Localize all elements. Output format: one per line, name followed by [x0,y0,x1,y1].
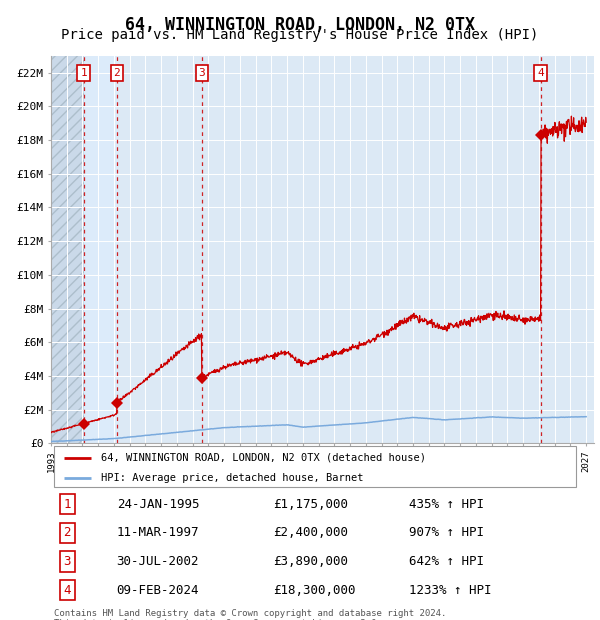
Text: 2: 2 [113,68,121,78]
Bar [51,56,83,443]
Text: 1: 1 [80,68,87,78]
Text: 3: 3 [199,68,205,78]
Text: 30-JUL-2002: 30-JUL-2002 [116,555,199,568]
Text: 11-MAR-1997: 11-MAR-1997 [116,526,199,539]
Text: 09-FEB-2024: 09-FEB-2024 [116,583,199,596]
Text: 3: 3 [64,555,71,568]
Text: HPI: Average price, detached house, Barnet: HPI: Average price, detached house, Barn… [101,473,364,483]
Text: 2: 2 [64,526,71,539]
Text: 435% ↑ HPI: 435% ↑ HPI [409,498,484,511]
Text: 4: 4 [537,68,544,78]
Text: £1,175,000: £1,175,000 [273,498,348,511]
Text: £18,300,000: £18,300,000 [273,583,356,596]
Text: Contains HM Land Registry data © Crown copyright and database right 2024.
This d: Contains HM Land Registry data © Crown c… [54,609,446,620]
Text: 64, WINNINGTON ROAD, LONDON, N2 0TX: 64, WINNINGTON ROAD, LONDON, N2 0TX [125,16,475,33]
Text: 642% ↑ HPI: 642% ↑ HPI [409,555,484,568]
Bar [83,56,117,443]
Text: Price paid vs. HM Land Registry's House Price Index (HPI): Price paid vs. HM Land Registry's House … [61,28,539,42]
Bar [51,56,83,443]
Text: 1: 1 [64,498,71,511]
Text: 64, WINNINGTON ROAD, LONDON, N2 0TX (detached house): 64, WINNINGTON ROAD, LONDON, N2 0TX (det… [101,453,426,463]
Text: 907% ↑ HPI: 907% ↑ HPI [409,526,484,539]
Text: 1233% ↑ HPI: 1233% ↑ HPI [409,583,491,596]
FancyBboxPatch shape [54,446,576,487]
Text: 24-JAN-1995: 24-JAN-1995 [116,498,199,511]
Text: £2,400,000: £2,400,000 [273,526,348,539]
Text: £3,890,000: £3,890,000 [273,555,348,568]
Text: 4: 4 [64,583,71,596]
